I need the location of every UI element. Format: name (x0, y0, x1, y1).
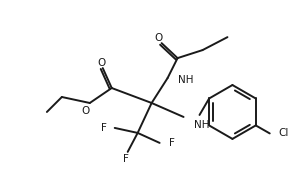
Text: Cl: Cl (279, 128, 289, 138)
Text: F: F (123, 154, 129, 164)
Text: O: O (97, 58, 106, 68)
Text: O: O (82, 106, 90, 116)
Text: NH: NH (178, 75, 193, 85)
Text: F: F (168, 138, 175, 148)
Text: F: F (101, 123, 107, 133)
Text: O: O (155, 33, 163, 43)
Text: NH: NH (194, 120, 209, 130)
